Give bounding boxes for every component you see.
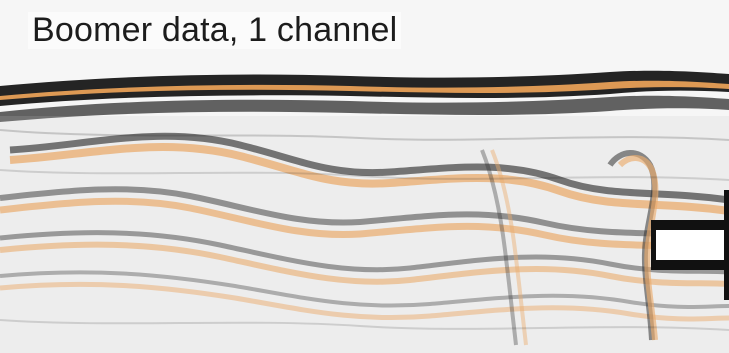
figure-title: Boomer data, 1 channel [28,11,402,50]
